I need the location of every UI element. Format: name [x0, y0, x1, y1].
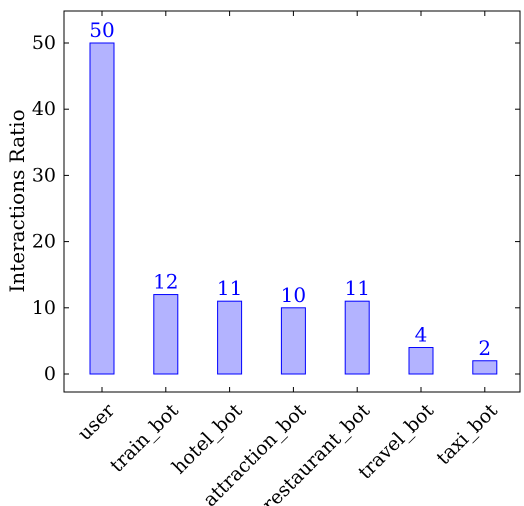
- x-axis-ticks: usertrain_bothotel_botattraction_botrest…: [74, 11, 502, 506]
- y-tick-label: 0: [44, 363, 56, 385]
- plot-frame: [63, 10, 521, 393]
- bar-taxi_bot: [472, 360, 498, 375]
- data-label-user: 50: [89, 18, 114, 42]
- data-label-restaurant_bot: 11: [344, 276, 369, 300]
- x-tick-label-restaurant_bot: restaurant_bot: [258, 399, 374, 506]
- data-label-hotel_bot: 11: [217, 276, 242, 300]
- y-tick-label: 50: [32, 32, 56, 54]
- y-tick-label: 40: [32, 98, 56, 120]
- y-axis-ticks: 0 10 20 30 40 50: [32, 32, 520, 385]
- y-tick-label: 30: [32, 164, 56, 186]
- data-label-attraction_bot: 10: [281, 283, 306, 307]
- bar-train_bot: [153, 294, 179, 375]
- y-tick-label: 10: [32, 297, 56, 319]
- data-label-travel_bot: 4: [415, 323, 428, 347]
- x-tick-label-user: user: [74, 399, 120, 445]
- bar-attraction_bot: [280, 307, 306, 375]
- bar-user: [89, 42, 115, 375]
- bars: 50 12 11 10 11 4 2: [89, 18, 498, 375]
- bar-hotel_bot: [217, 300, 243, 375]
- data-label-taxi_bot: 2: [478, 336, 491, 360]
- bar-restaurant_bot: [344, 300, 370, 375]
- y-axis-title: Interactions Ratio: [5, 109, 29, 292]
- y-tick-label: 20: [32, 231, 56, 253]
- data-label-train_bot: 12: [153, 270, 178, 294]
- x-tick-label-taxi_bot: taxi_bot: [432, 399, 502, 469]
- bar-travel_bot: [408, 347, 434, 375]
